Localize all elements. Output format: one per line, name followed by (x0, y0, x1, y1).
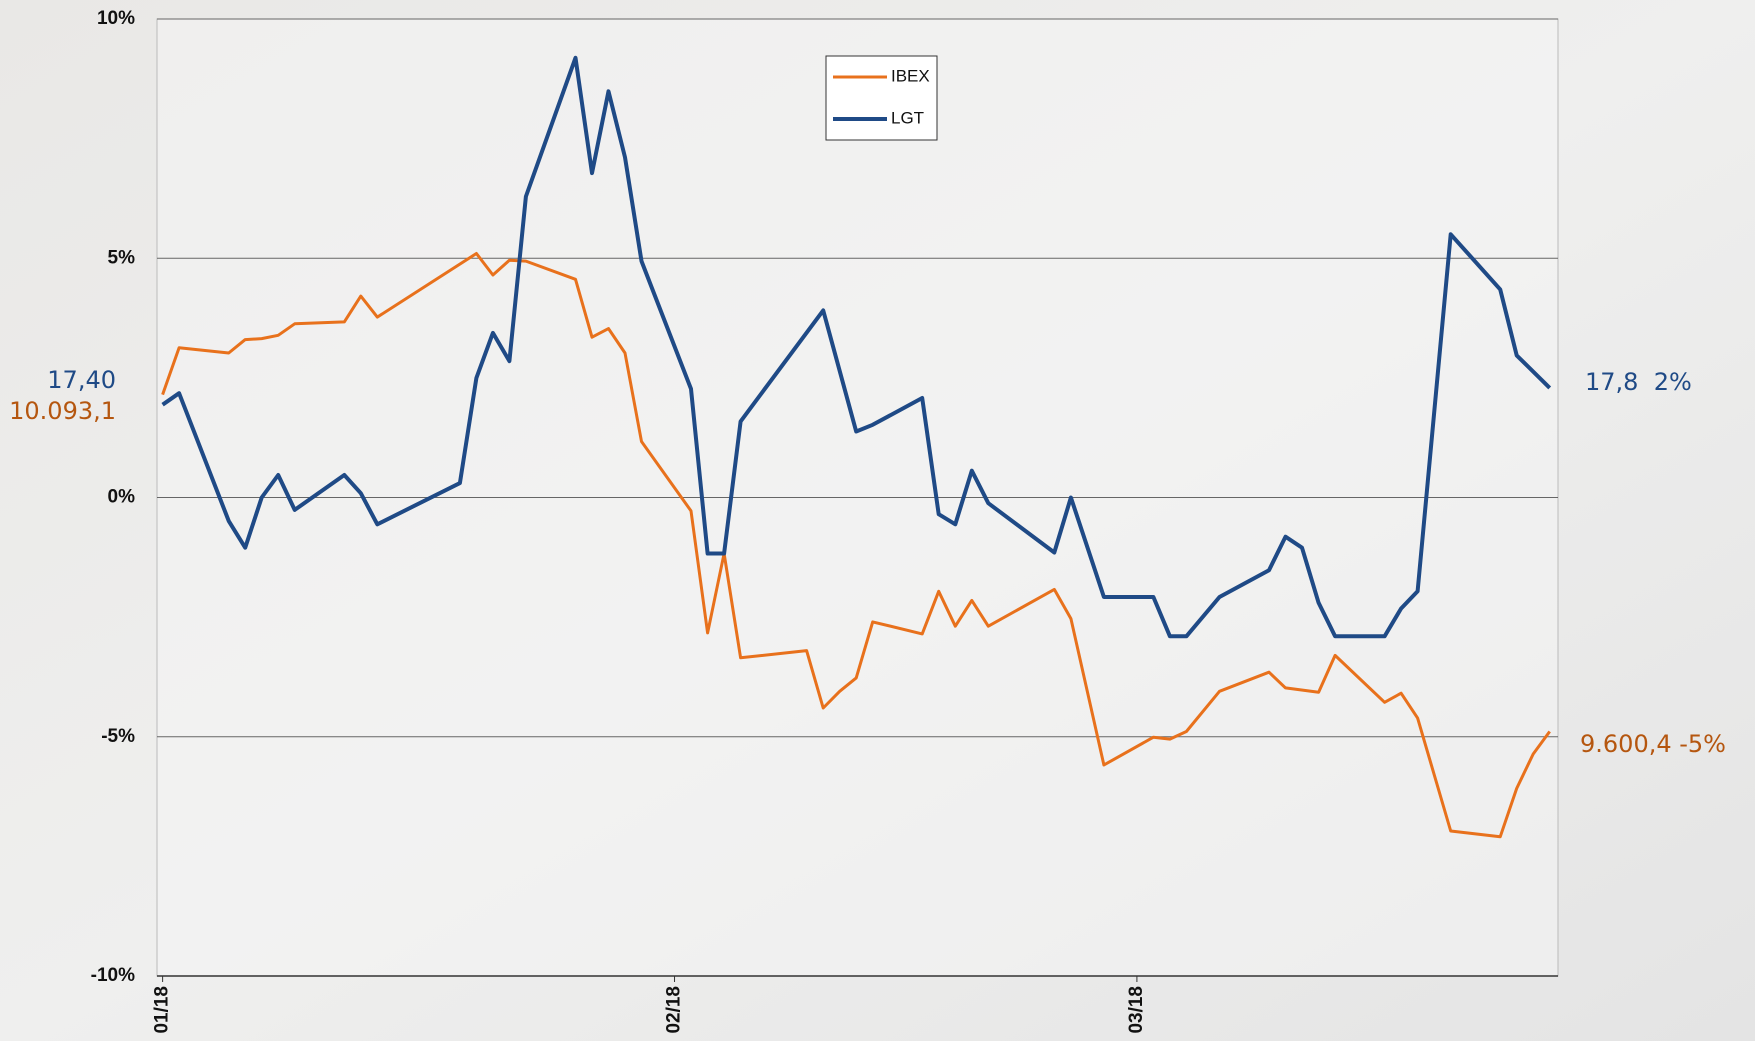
y-tick-label: 0% (108, 487, 136, 508)
y-tick-label: 10% (97, 8, 135, 29)
annotation: 9.600,4 -5% (1580, 730, 1726, 758)
annotation: 17,8 2% (1585, 368, 1692, 396)
annotation: 10.093,1 (9, 397, 116, 425)
x-tick-label: 03/18 (1126, 986, 1147, 1034)
legend-label: LGT (891, 108, 924, 127)
annotation: 17,40 (47, 366, 116, 394)
x-tick-label: 01/18 (152, 986, 173, 1034)
y-tick-label: -5% (101, 726, 135, 747)
y-tick-label: -10% (91, 965, 135, 986)
y-tick-label: 5% (108, 247, 136, 268)
legend: IBEX LGT (826, 56, 937, 140)
legend-label: IBEX (891, 66, 930, 85)
x-tick-label: 02/18 (664, 986, 685, 1034)
chart: IBEX LGT 10% 5% 0% -5% -10% 01/18 02/18 03/18 17,… (0, 0, 1755, 1041)
page: IBEX LGT 10% 5% 0% -5% -10% 01/18 02/18 03/18 17,… (0, 0, 1755, 1041)
